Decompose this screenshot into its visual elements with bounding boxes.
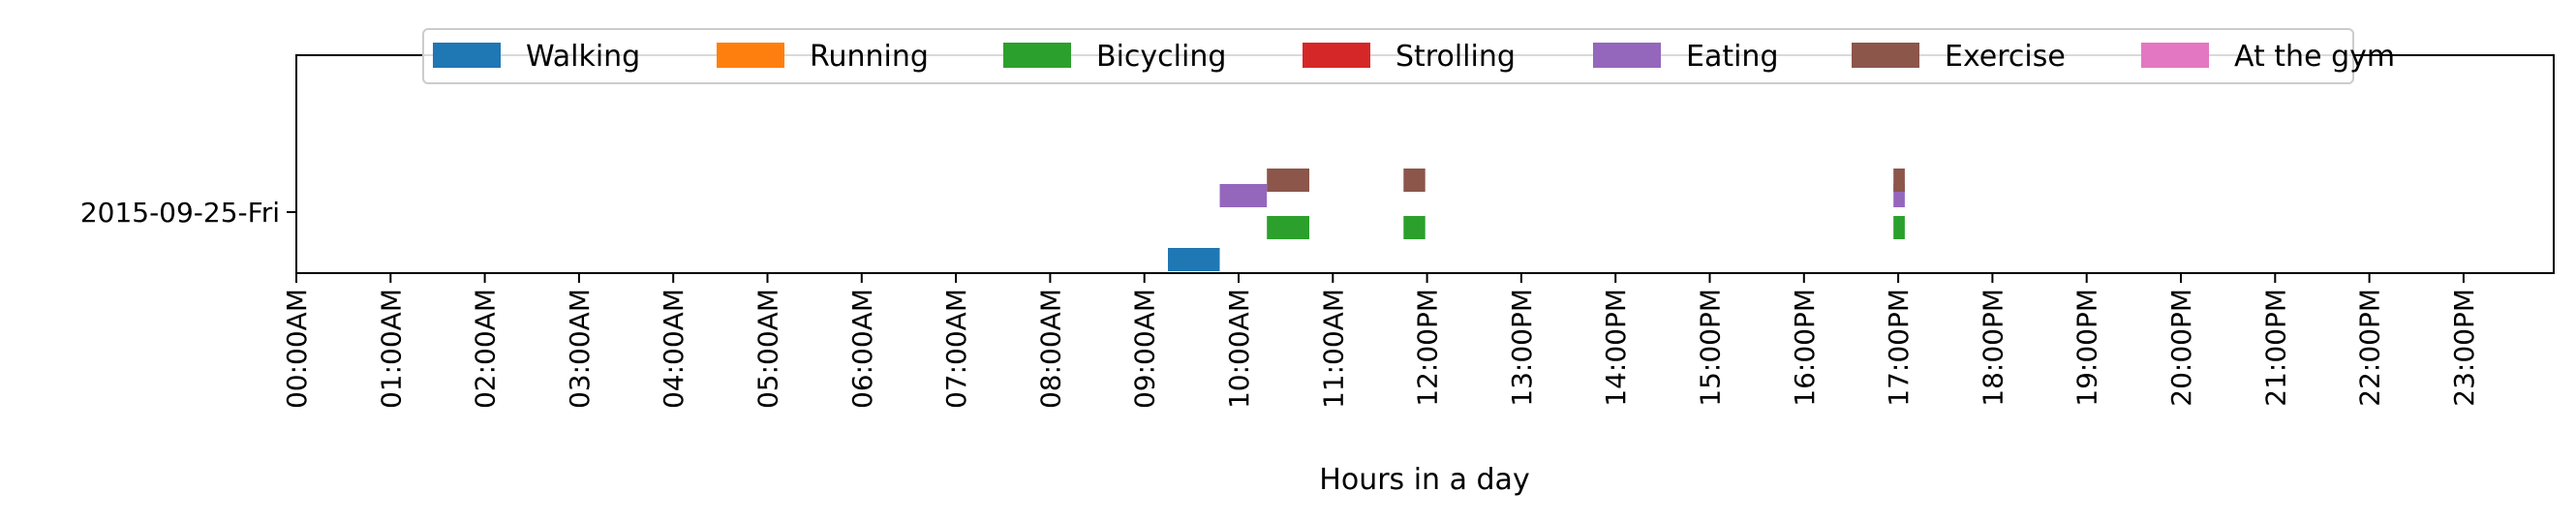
x-axis: 00:00AM 01:00AM 02:00AM 03:00AM 04:00AM 05:00…: [281, 273, 2480, 409]
x-tick-label: 06:00AM: [846, 289, 878, 409]
x-tick-label: 22:00PM: [2354, 289, 2386, 407]
x-tick-label: 04:00AM: [658, 289, 690, 409]
x-axis-label: Hours in a day: [1319, 463, 1529, 497]
x-tick-label: 02:00AM: [470, 289, 502, 409]
x-tick-label: 07:00AM: [940, 289, 972, 409]
x-tick-label: 08:00AM: [1034, 289, 1066, 409]
legend-label-eating: Eating: [1686, 40, 1779, 74]
legend: Walking Running Bicycling Strolling Eating Ex…: [422, 28, 2395, 84]
legend-label-exercise: Exercise: [1945, 40, 2066, 74]
legend-swatch-running: [717, 43, 784, 68]
legend-swatch-bicycling: [1003, 43, 1071, 68]
x-tick-label: 20:00PM: [2165, 289, 2197, 407]
legend-label-walking: Walking: [526, 40, 640, 74]
bar-eating: [1219, 184, 1268, 207]
bar-exercise: [1267, 169, 1309, 192]
bar-walking: [1168, 248, 1220, 271]
x-tick-label: 23:00PM: [2448, 289, 2480, 407]
x-tick-label: 18:00PM: [1977, 289, 2009, 407]
plot-area-frame: [295, 54, 2555, 274]
x-tick-label: 21:00PM: [2259, 289, 2291, 407]
x-tick-label: 10:00AM: [1223, 289, 1255, 409]
legend-swatch-strolling: [1303, 43, 1370, 68]
bar-exercise: [1403, 169, 1426, 192]
legend-label-bicycling: Bicycling: [1096, 40, 1226, 74]
activity-bars: [1168, 169, 1905, 271]
x-tick-label: 12:00PM: [1412, 289, 1444, 407]
x-tick-label: 17:00PM: [1883, 289, 1915, 407]
x-tick-label: 15:00PM: [1695, 289, 1727, 407]
y-axis: 2015-09-25-Fri: [80, 197, 296, 229]
legend-swatch-exercise: [1852, 43, 1919, 68]
legend-label-strolling: Strolling: [1395, 40, 1516, 74]
x-tick-label: 05:00AM: [752, 289, 784, 409]
x-tick-label: 00:00AM: [281, 289, 313, 409]
legend-swatch-eating: [1593, 43, 1661, 68]
bar-bicycling: [1267, 216, 1309, 239]
x-tick-label: 11:00AM: [1317, 289, 1349, 409]
x-tick-label: 03:00AM: [564, 289, 596, 409]
x-tick-label: 09:00AM: [1129, 289, 1161, 409]
y-tick-label: 2015-09-25-Fri: [80, 197, 280, 229]
legend-label-at-the-gym: At the gym: [2234, 40, 2395, 74]
x-tick-label: 19:00PM: [2071, 289, 2103, 407]
x-tick-label: 01:00AM: [375, 289, 407, 409]
bar-exercise: [1893, 169, 1905, 192]
bar-bicycling: [1893, 216, 1905, 239]
legend-swatch-at-the-gym: [2141, 43, 2209, 68]
bar-bicycling: [1403, 216, 1426, 239]
x-tick-label: 14:00PM: [1600, 289, 1632, 407]
legend-swatch-walking: [433, 43, 501, 68]
x-tick-label: 16:00PM: [1789, 289, 1821, 407]
x-tick-label: 13:00PM: [1506, 289, 1538, 407]
legend-label-running: Running: [810, 40, 929, 74]
bar-eating: [1893, 184, 1905, 207]
